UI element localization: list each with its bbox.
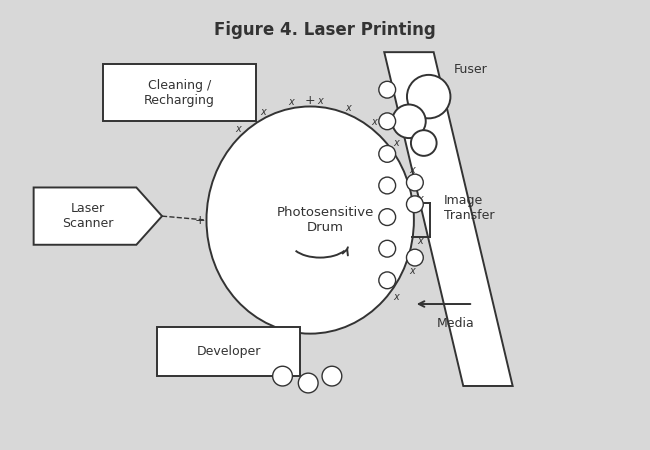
Circle shape [379, 272, 396, 289]
Text: Fuser: Fuser [454, 63, 487, 76]
Circle shape [392, 104, 426, 138]
Text: Image
Transfer: Image Transfer [443, 194, 494, 222]
Circle shape [379, 177, 396, 194]
Circle shape [322, 366, 342, 386]
Polygon shape [384, 52, 513, 386]
Circle shape [406, 174, 423, 191]
Text: x: x [235, 123, 241, 134]
Text: x: x [393, 292, 399, 302]
Text: Developer: Developer [196, 345, 261, 358]
Text: Cleaning /
Recharging: Cleaning / Recharging [144, 79, 214, 107]
Text: x: x [409, 165, 415, 175]
Text: x: x [372, 117, 378, 127]
Circle shape [379, 209, 396, 225]
Text: x: x [346, 103, 352, 113]
Text: x: x [260, 107, 266, 117]
FancyBboxPatch shape [103, 64, 256, 122]
Circle shape [411, 130, 437, 156]
Circle shape [272, 366, 292, 386]
Text: Photosensitive
Drum: Photosensitive Drum [276, 206, 374, 234]
Circle shape [298, 373, 318, 393]
Polygon shape [34, 188, 162, 245]
Circle shape [406, 196, 423, 213]
Text: x: x [418, 236, 423, 246]
Circle shape [379, 145, 396, 162]
Text: x: x [317, 96, 323, 106]
Text: +: + [305, 94, 315, 107]
Circle shape [406, 249, 423, 266]
Text: +: + [194, 214, 205, 226]
Text: x: x [393, 138, 399, 148]
Text: x: x [409, 266, 415, 275]
Text: Laser
Scanner: Laser Scanner [62, 202, 113, 230]
FancyBboxPatch shape [157, 327, 300, 376]
Text: x: x [418, 194, 423, 204]
Text: Media: Media [437, 317, 474, 330]
Text: x: x [288, 97, 294, 108]
Text: Figure 4. Laser Printing: Figure 4. Laser Printing [214, 22, 436, 40]
Ellipse shape [207, 107, 414, 333]
Circle shape [379, 240, 396, 257]
Circle shape [407, 75, 450, 118]
Circle shape [379, 81, 396, 98]
Circle shape [379, 113, 396, 130]
